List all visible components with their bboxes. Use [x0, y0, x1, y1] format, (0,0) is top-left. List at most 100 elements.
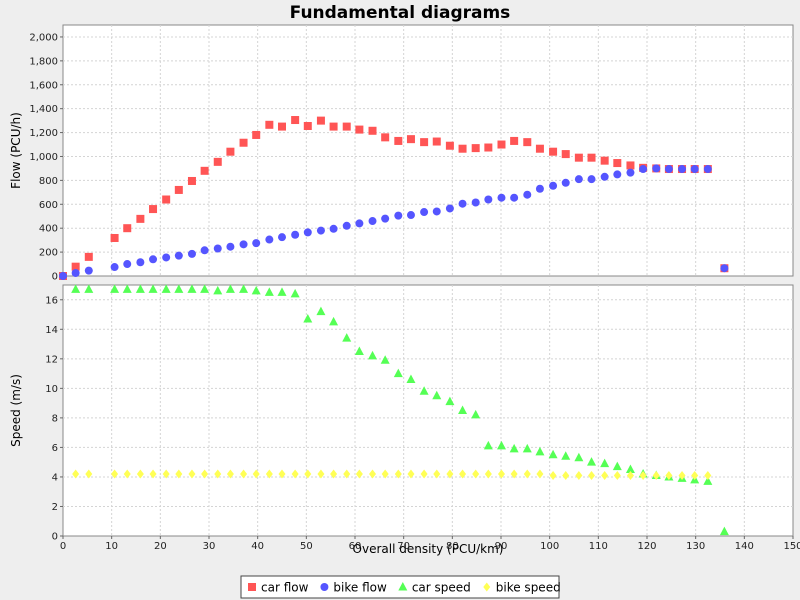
x-tick-label: 50 — [300, 541, 313, 552]
data-point — [174, 185, 183, 194]
data-point — [536, 469, 544, 479]
data-point — [406, 135, 415, 144]
speed-panel: 0 2 4 6 8 10 12 14 16 Speed (m/s) — [9, 284, 794, 543]
y-tick-label: 800 — [39, 176, 58, 187]
data-point — [278, 469, 286, 479]
data-point — [381, 214, 390, 223]
legend-entry: bike flow — [320, 581, 387, 595]
data-point — [330, 469, 338, 479]
data-point — [625, 464, 635, 474]
y-tick-label: 0 — [52, 272, 58, 283]
data-point — [612, 461, 622, 471]
data-point — [187, 284, 197, 293]
data-point — [626, 161, 635, 170]
data-point — [226, 469, 234, 479]
x-axis-label: Overall density (PCU/km) — [353, 542, 504, 556]
data-point — [213, 157, 222, 166]
y-tick-label: 4 — [52, 472, 58, 483]
data-point — [720, 264, 729, 273]
data-point — [303, 228, 312, 237]
y-tick-label: 2,000 — [29, 32, 58, 43]
data-point — [561, 451, 571, 460]
data-point — [59, 272, 67, 280]
data-point — [690, 165, 699, 174]
data-point — [626, 168, 635, 177]
data-point — [278, 233, 286, 242]
data-point — [316, 116, 325, 125]
data-point — [162, 195, 171, 204]
data-point — [458, 144, 467, 153]
y-tick-label: 1,000 — [29, 152, 58, 163]
data-point — [161, 284, 171, 293]
x-tick-label: 100 — [540, 541, 559, 552]
data-point — [84, 252, 93, 261]
data-point — [226, 242, 235, 251]
data-point — [523, 469, 531, 479]
data-point — [355, 219, 364, 228]
data-point — [355, 125, 364, 134]
data-point — [265, 469, 273, 479]
data-point — [148, 284, 158, 293]
x-tick-label: 120 — [637, 541, 656, 552]
data-point — [496, 440, 506, 450]
data-point — [264, 287, 274, 296]
data-point — [719, 526, 729, 536]
data-point — [265, 120, 274, 129]
data-point — [252, 469, 260, 479]
chart-title: Fundamental diagrams — [290, 3, 511, 23]
data-point — [329, 224, 338, 233]
x-tick-label: 140 — [735, 541, 754, 552]
legend-label: car speed — [412, 581, 471, 595]
data-point — [226, 147, 235, 156]
x-tick-label: 30 — [203, 541, 216, 552]
y-tick-label: 600 — [39, 200, 58, 211]
legend-marker — [483, 582, 491, 592]
data-point — [252, 239, 261, 248]
data-point — [278, 122, 286, 131]
data-point — [587, 457, 597, 466]
data-point — [484, 195, 493, 204]
data-point — [291, 116, 300, 125]
data-point — [588, 470, 596, 480]
legend: car flow bike flow car speed bike speed — [240, 575, 561, 599]
data-point — [342, 221, 351, 230]
x-tick-label: 90 — [495, 541, 508, 552]
data-point — [406, 211, 415, 220]
data-point — [291, 469, 299, 479]
legend-frame — [240, 575, 560, 599]
data-point — [523, 138, 532, 147]
data-point — [433, 469, 441, 479]
plot-area — [62, 24, 794, 277]
y-tick-label: 2 — [52, 502, 58, 513]
data-point — [252, 130, 261, 139]
data-point — [652, 470, 660, 480]
data-point — [613, 159, 622, 168]
y-tick-label: 1,400 — [29, 104, 58, 115]
data-point — [188, 469, 196, 479]
data-point — [639, 165, 648, 174]
y-tick-label: 8 — [52, 413, 58, 424]
data-point — [239, 240, 248, 249]
x-tick-label: 80 — [446, 541, 459, 552]
y-tick-label: 1,200 — [29, 128, 58, 139]
data-point — [510, 136, 519, 145]
series-bike-flow — [59, 164, 729, 280]
y-tick-label: 12 — [45, 354, 58, 365]
data-point — [72, 469, 80, 479]
data-point — [497, 469, 505, 479]
data-point — [549, 147, 558, 156]
data-point — [394, 136, 403, 145]
data-point — [497, 193, 506, 202]
data-point — [691, 470, 699, 480]
data-point — [368, 350, 378, 360]
data-point — [354, 346, 364, 355]
data-point — [71, 262, 80, 271]
plot-area — [62, 284, 794, 537]
data-point — [575, 470, 583, 480]
data-point — [613, 470, 621, 480]
data-point — [187, 176, 196, 185]
data-point — [600, 172, 609, 181]
data-point — [523, 190, 532, 199]
data-point — [200, 246, 209, 255]
data-point — [522, 443, 532, 453]
